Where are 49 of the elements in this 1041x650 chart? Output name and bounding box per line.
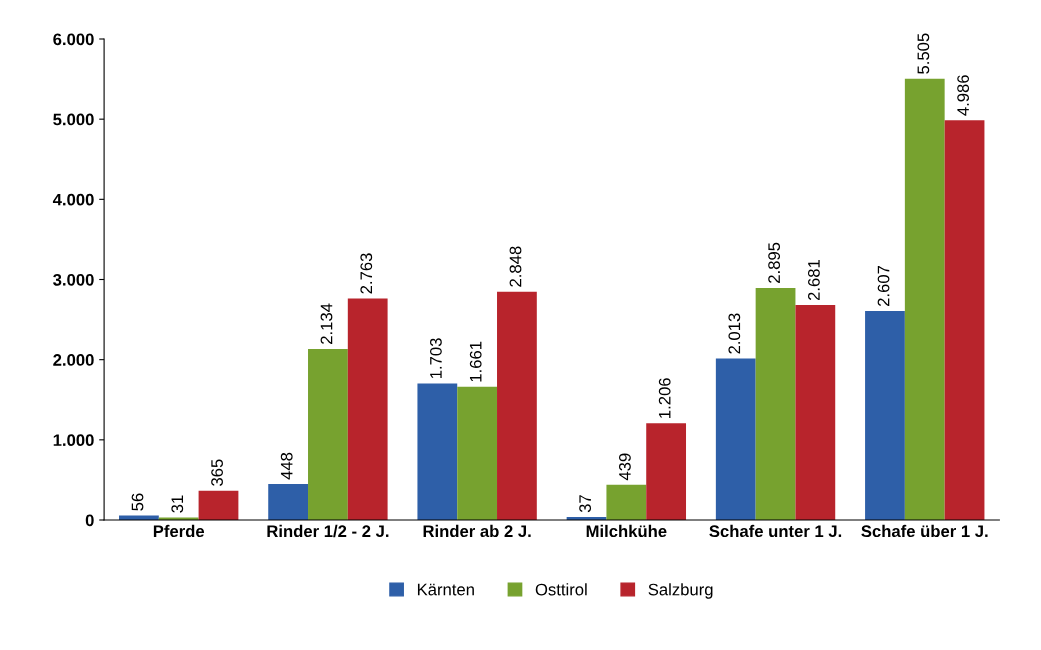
data-label: 1.703	[430, 338, 442, 379]
data-label: 5.505	[917, 33, 930, 74]
data-label: 1.661	[469, 341, 482, 382]
data-label: 439	[619, 453, 631, 481]
bar	[715, 358, 756, 520]
data-label: 4.986	[957, 75, 970, 116]
x-tick-label: Schafe über 1 J.	[861, 524, 988, 538]
data-label: 37	[579, 495, 592, 513]
data-label: 2.607	[877, 265, 890, 306]
y-tick-label: 5.000	[53, 113, 94, 126]
x-tick-label: Rinder ab 2 J.	[423, 524, 531, 538]
x-tick-label: Pferde	[153, 524, 205, 538]
data-label: 2.763	[360, 253, 373, 294]
data-label: 2.013	[728, 313, 741, 354]
bar	[198, 490, 239, 520]
bar	[904, 78, 945, 520]
x-tick-label: Schafe unter 1 J.	[709, 524, 842, 538]
x-tick-label: Milchkühe	[586, 524, 667, 538]
bar	[606, 484, 647, 520]
data-label: 2.848	[509, 246, 522, 287]
legend-label: Kärnten	[417, 583, 474, 596]
bar	[417, 383, 458, 520]
y-tick-label: 4.000	[52, 193, 94, 206]
y-tick-label: 2.000	[53, 354, 94, 366]
bar	[268, 484, 309, 520]
bar	[497, 291, 537, 520]
y-tick-label: 1.000	[53, 434, 94, 447]
data-label: 2.134	[320, 303, 333, 344]
bar	[755, 287, 796, 520]
data-label: 448	[280, 452, 293, 480]
data-label: 56	[131, 493, 144, 511]
legend-label: Salzburg	[648, 583, 713, 599]
bar	[795, 305, 836, 520]
bar	[944, 120, 985, 520]
y-tick-label: 6.000	[53, 33, 94, 46]
y-tick-label: 3.000	[53, 273, 94, 286]
data-label: 31	[171, 495, 184, 513]
legend-label: Osttirol	[535, 583, 587, 596]
bar	[308, 348, 348, 520]
data-label: 1.206	[658, 378, 671, 418]
bar	[457, 386, 498, 520]
y-tick-label: 0	[85, 514, 94, 527]
bar	[646, 423, 687, 520]
bar	[865, 311, 905, 520]
data-label: 365	[211, 459, 223, 486]
data-label: 2.895	[768, 242, 781, 283]
bar	[347, 298, 388, 520]
data-label: 2.681	[808, 260, 820, 301]
x-tick-label: Rinder 1/2 - 2 J.	[267, 524, 389, 538]
